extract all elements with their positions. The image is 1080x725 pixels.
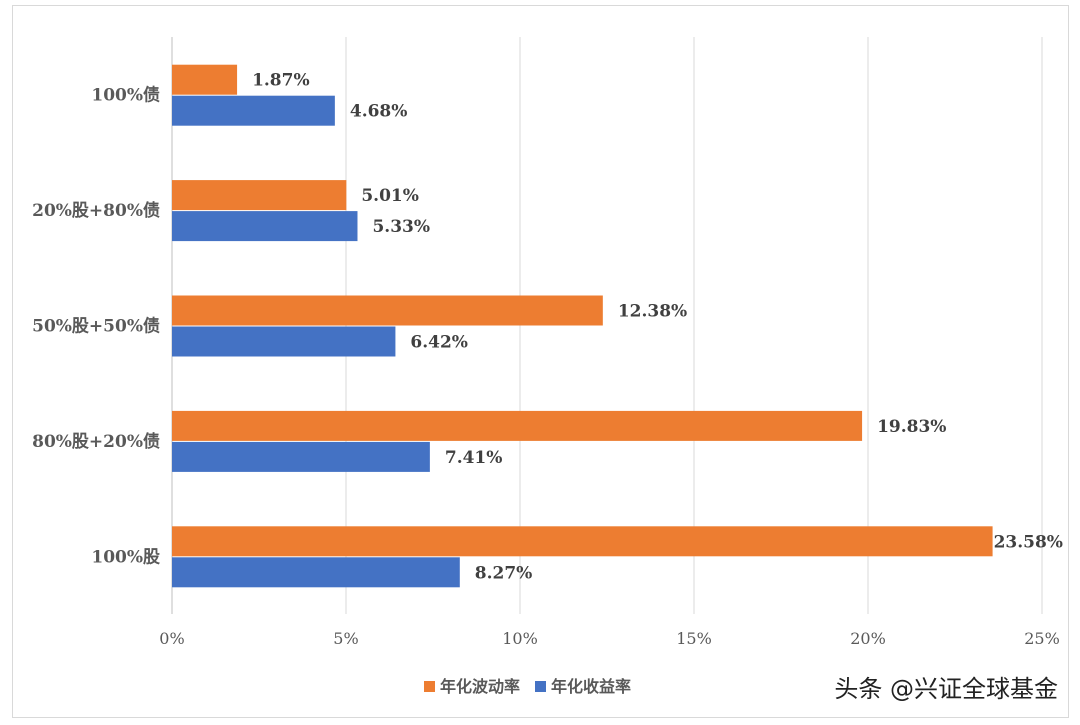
x-tick-label: 5% [333,629,358,648]
x-tick-label: 0% [159,629,184,648]
bar-return [172,441,430,472]
bar-return [172,211,358,242]
data-label: 5.33% [372,217,430,237]
x-tick-label: 25% [1024,629,1060,648]
data-label: 4.68% [350,102,408,122]
data-label: 6.42% [410,333,468,353]
data-label: 19.83% [877,417,946,437]
bar-volatility [172,526,993,557]
bar-volatility [172,180,347,211]
bar-volatility [172,295,603,326]
bar-volatility [172,64,238,95]
data-label: 1.87% [252,71,310,91]
legend-swatch [535,681,546,692]
legend-label: 年化收益率 [551,677,631,696]
bar-return [172,326,396,357]
legend-label: 年化波动率 [440,677,520,696]
category-label: 100%债 [91,85,160,106]
x-tick-label: 20% [850,629,886,648]
chart-frame [12,5,1069,718]
data-label: 12.38% [618,302,687,322]
legend-swatch [424,681,435,692]
watermark: 头条 @兴证全球基金 [834,675,1058,703]
data-label: 7.41% [445,448,503,468]
x-tick-label: 15% [676,629,712,648]
data-label: 23.58% [994,532,1063,552]
data-label: 8.27% [475,563,533,583]
category-label: 50%股+50%债 [32,316,160,337]
bar-return [172,95,335,126]
bar-return [172,557,460,588]
data-label: 5.01% [361,186,419,206]
category-label: 80%股+20%债 [32,431,160,452]
bar-volatility [172,410,863,441]
category-label: 20%股+80%债 [32,200,160,221]
category-label: 100%股 [91,547,160,567]
x-tick-label: 10% [502,629,538,648]
